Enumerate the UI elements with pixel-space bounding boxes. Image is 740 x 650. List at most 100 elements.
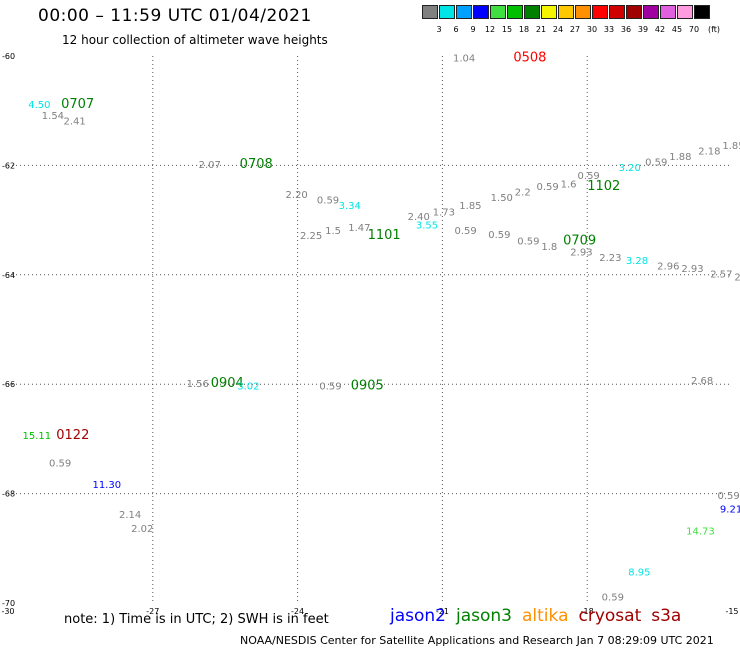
- lat-tick-label: -62: [2, 161, 15, 170]
- pass-time-label: 0709: [563, 234, 596, 249]
- legend-label: 6: [453, 25, 459, 34]
- legend-swatch: [677, 5, 693, 19]
- wave-height-label: 1.85: [459, 201, 481, 212]
- wave-height-label: 8.95: [628, 568, 650, 579]
- wave-height-label: 0.59: [319, 382, 341, 393]
- legend-swatch: [507, 5, 523, 19]
- legend-label: 33: [603, 25, 615, 34]
- legend-swatch: [490, 5, 506, 19]
- legend-label: 39: [637, 25, 649, 34]
- wave-height-label: 14.73: [686, 527, 715, 538]
- wave-height-label: 2.41: [64, 116, 86, 127]
- legend-label: 70: [688, 25, 700, 34]
- legend-unit: (ft): [707, 25, 721, 34]
- wave-height-label: 1.56: [187, 379, 209, 390]
- wave-height-label: 0.59: [454, 226, 476, 237]
- legend-swatch: [660, 5, 676, 19]
- satellite-legend: jason2 jason3 altika cryosat s3a: [390, 606, 691, 626]
- satellite-name: jason2: [390, 606, 446, 626]
- wave-height-label: 2.96: [657, 261, 679, 272]
- legend-label: 36: [620, 25, 632, 34]
- wave-height-label: 2.02: [131, 524, 153, 535]
- wave-height-label: 1.88: [669, 152, 691, 163]
- legend-swatch: [626, 5, 642, 19]
- legend-swatch: [592, 5, 608, 19]
- wave-height-label: 3.28: [626, 256, 648, 267]
- lon-tick-label: -15: [725, 607, 738, 616]
- legend-label: 21: [535, 25, 547, 34]
- wave-height-label: 2.20: [286, 190, 308, 201]
- wave-height-label: 2.93: [570, 248, 592, 259]
- wave-height-label: 2.07: [199, 160, 221, 171]
- chart-subtitle: 12 hour collection of altimeter wave hei…: [62, 33, 328, 47]
- wave-height-label: 0.59: [49, 458, 71, 469]
- pass-time-label: 0905: [351, 379, 384, 394]
- lat-tick-label: -70: [2, 599, 15, 608]
- wave-height-label: 1.50: [491, 193, 513, 204]
- pass-time-label: 0904: [211, 376, 244, 391]
- legend-swatch: [422, 5, 438, 19]
- wave-height-label: 0.59: [537, 182, 559, 193]
- wave-height-label: 3.34: [339, 201, 361, 212]
- wave-height-label: 1.5: [325, 226, 341, 237]
- legend-label: 3: [436, 25, 442, 34]
- credit-line: NOAA/NESDIS Center for Satellite Applica…: [240, 634, 714, 647]
- wave-height-label: 2.10: [734, 272, 740, 283]
- satellite-name: s3a: [651, 606, 682, 626]
- wave-height-label: 0.59: [718, 491, 740, 502]
- pass-time-label: 0707: [61, 97, 94, 112]
- lat-tick-label: -60: [2, 52, 15, 61]
- chart-title: 00:00 – 11:59 UTC 01/04/2021: [38, 6, 312, 26]
- satellite-name: jason3: [456, 606, 512, 626]
- satellite-name: cryosat: [578, 606, 642, 626]
- legend-label: 45: [671, 25, 683, 34]
- lat-tick-label: -66: [2, 380, 15, 389]
- lat-tick-label: -64: [2, 271, 15, 280]
- pass-time-label: 0508: [513, 50, 546, 65]
- legend-swatch: [575, 5, 591, 19]
- wave-height-label: 3.55: [416, 220, 438, 231]
- wave-height-label: 0.59: [517, 237, 539, 248]
- legend-label: 9: [470, 25, 476, 34]
- pass-time-label: 0122: [56, 428, 89, 443]
- pass-time-label: 1102: [587, 179, 620, 194]
- wave-height-label: 4.50: [28, 100, 50, 111]
- lon-tick-label: -27: [146, 607, 159, 616]
- legend-swatch: [524, 5, 540, 19]
- wave-height-label: 3.20: [619, 163, 641, 174]
- legend-swatch: [541, 5, 557, 19]
- lon-tick-label: -30: [1, 607, 14, 616]
- wave-height-label: 1.73: [433, 208, 455, 219]
- legend-label: 42: [654, 25, 666, 34]
- wave-height-label: 2.23: [599, 253, 621, 264]
- pass-time-label: 0708: [240, 157, 273, 172]
- legend-label: 24: [552, 25, 564, 34]
- wave-height-label: 1.47: [348, 223, 370, 234]
- wave-height-label: 2.57: [710, 270, 732, 281]
- wave-height-label: 1.85: [722, 141, 740, 152]
- legend-swatch: [439, 5, 455, 19]
- wave-height-label: 2.93: [681, 264, 703, 275]
- wave-height-label: 2.2: [515, 187, 531, 198]
- wave-height-label: 2.14: [119, 510, 141, 521]
- grid-lines: [8, 56, 732, 603]
- legend-label: 12: [484, 25, 496, 34]
- legend-swatch: [643, 5, 659, 19]
- wave-height-label: 2.40: [408, 212, 430, 223]
- wave-height-label: 11.30: [92, 480, 121, 491]
- wave-height-label: 2.25: [300, 231, 322, 242]
- legend-label: 15: [501, 25, 513, 34]
- lon-tick-label: -21: [436, 607, 449, 616]
- wave-height-label: 1.04: [453, 53, 475, 64]
- wave-height-label: 3.02: [237, 382, 259, 393]
- legend-swatch: [558, 5, 574, 19]
- legend-label: 30: [586, 25, 598, 34]
- axis-tick-labels: -60 -62 -64 -66 -68 -70-30 -27 -24 -21 -18 -15: [1, 52, 738, 616]
- legend-swatch: [609, 5, 625, 19]
- wave-height-label: 1.54: [42, 111, 64, 122]
- wave-height-label: 0.59: [578, 171, 600, 182]
- wave-height-label: 9.21: [720, 505, 740, 516]
- wave-height-label: 2.68: [691, 376, 713, 387]
- wave-height-label: 0.59: [602, 592, 624, 603]
